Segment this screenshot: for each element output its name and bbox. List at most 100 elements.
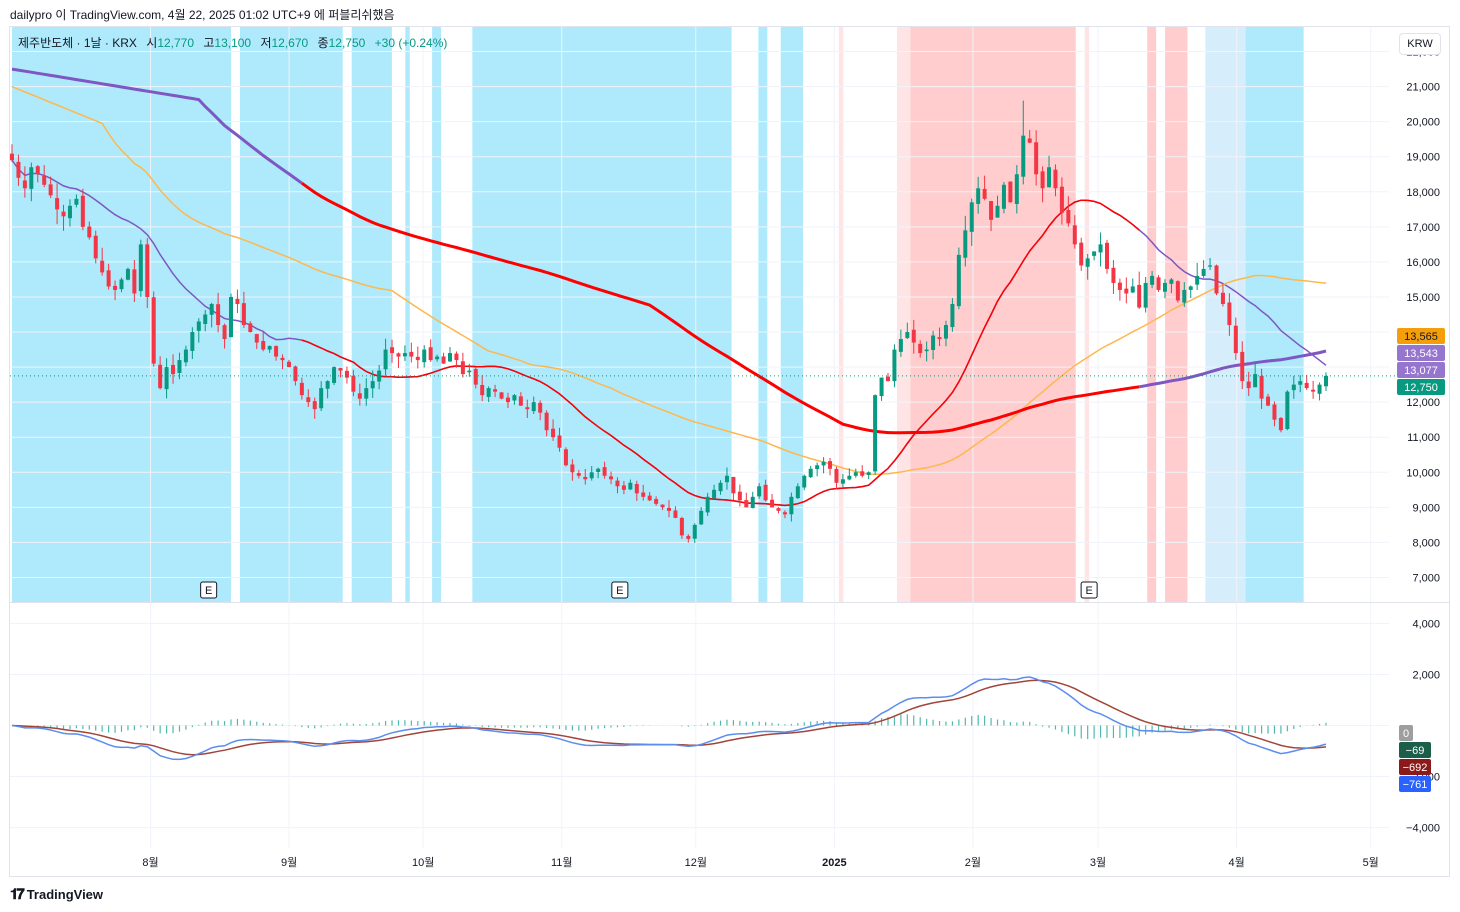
candle-body (216, 304, 221, 326)
earnings-marker[interactable]: E (611, 581, 629, 599)
price-tick-label: 7,000 (1412, 572, 1440, 584)
candle-body (248, 323, 253, 333)
candle-body (931, 335, 936, 350)
candle-body (280, 357, 285, 361)
candle-body (467, 370, 472, 373)
candle-body (80, 195, 85, 227)
candle-body (493, 389, 498, 392)
earnings-marker[interactable]: E (200, 581, 218, 599)
regime-band (910, 27, 1076, 602)
price-badge-label: 13,543 (1404, 348, 1438, 360)
candle-body (1175, 281, 1180, 301)
candle-body (1066, 209, 1071, 224)
currency-button[interactable]: KRW (1399, 33, 1441, 55)
regime-band (405, 27, 410, 602)
regime-band (239, 27, 343, 602)
candle-body (171, 364, 176, 375)
candle-body (1259, 375, 1264, 399)
earnings-marker-box (611, 581, 629, 599)
candle-body (1220, 292, 1225, 304)
candle-body (943, 325, 948, 339)
candle-body (512, 395, 517, 401)
candle-body (615, 480, 620, 487)
price-badge (1397, 379, 1445, 395)
candle-body (338, 367, 343, 371)
regime-band (1147, 27, 1157, 602)
regime-band (780, 27, 804, 602)
candle-body (203, 314, 208, 324)
time-tick-label: 4월 (1228, 856, 1244, 869)
candle-body (1291, 384, 1296, 391)
earnings-marker[interactable]: E (1080, 581, 1098, 599)
candle-body (299, 382, 304, 396)
regime-band (1205, 27, 1246, 602)
candle-body (441, 356, 446, 364)
candle-body (1001, 184, 1006, 209)
candle-body (1124, 288, 1129, 294)
brand-name: TradingView (26, 887, 104, 902)
candle-body (196, 321, 201, 331)
candle-body (886, 376, 890, 382)
open-label: 시 (146, 36, 158, 50)
candle-body (821, 461, 826, 466)
candle-body (982, 188, 987, 199)
regime-band (896, 27, 911, 602)
candle-body (422, 349, 427, 363)
candle-body (229, 296, 233, 338)
candle-body (35, 166, 40, 175)
candle-body (344, 370, 349, 378)
price-badge-label: 13,077 (1404, 365, 1438, 377)
macd-tick-label: 4,000 (1412, 618, 1440, 630)
candle-body (428, 347, 433, 361)
tradingview-logo[interactable]: 𝟏𝟕 TradingView (10, 886, 103, 903)
candle-body (1285, 391, 1290, 430)
candle-body (396, 353, 401, 357)
candle-body (718, 482, 723, 492)
earnings-marker-box (200, 581, 218, 599)
candle-body (1272, 404, 1277, 420)
candle-body (879, 377, 884, 397)
candle-body (473, 369, 478, 385)
candle-body (795, 486, 800, 499)
candle-body (621, 485, 626, 490)
candle-body (183, 349, 188, 363)
candle-body (1137, 284, 1142, 308)
candle-body (602, 467, 607, 476)
candle-body (596, 468, 601, 472)
moving-averages (11, 67, 1327, 507)
candle-body (770, 499, 775, 508)
candle-body (699, 510, 704, 525)
regime-band (1084, 27, 1090, 602)
macd-line (11, 676, 1327, 761)
candle-body (1021, 135, 1026, 177)
attribution-text: dailypro 이 TradingView.com, 4월 22, 2025 … (10, 8, 395, 22)
candle-body (976, 188, 981, 204)
candle-body (667, 507, 671, 511)
candle-body (235, 298, 240, 304)
candle-body (48, 184, 53, 196)
candle-body (351, 375, 356, 392)
candle-body (641, 492, 646, 497)
tradingview-icon: 𝟏𝟕 (10, 886, 25, 903)
price-tick-label: 9,000 (1412, 502, 1440, 514)
candle-body (866, 472, 871, 475)
time-tick-label: 9월 (281, 856, 297, 869)
candle-body (750, 496, 755, 508)
earnings-marker-label: E (1085, 585, 1092, 597)
candle-body (209, 303, 214, 315)
candle-body (1324, 375, 1328, 387)
candle-body (860, 471, 865, 476)
candle-body (647, 495, 652, 501)
ma-long-line-highlight (301, 181, 1140, 435)
candle-body (989, 201, 994, 220)
candle-body (113, 285, 118, 290)
candle-body (1233, 325, 1238, 354)
candle-body (609, 476, 614, 480)
candle-body (1240, 351, 1245, 382)
candle-body (499, 392, 504, 399)
macd-badge-label: −761 (1403, 779, 1428, 791)
candle-body (61, 211, 66, 217)
price-badge (1397, 362, 1445, 378)
